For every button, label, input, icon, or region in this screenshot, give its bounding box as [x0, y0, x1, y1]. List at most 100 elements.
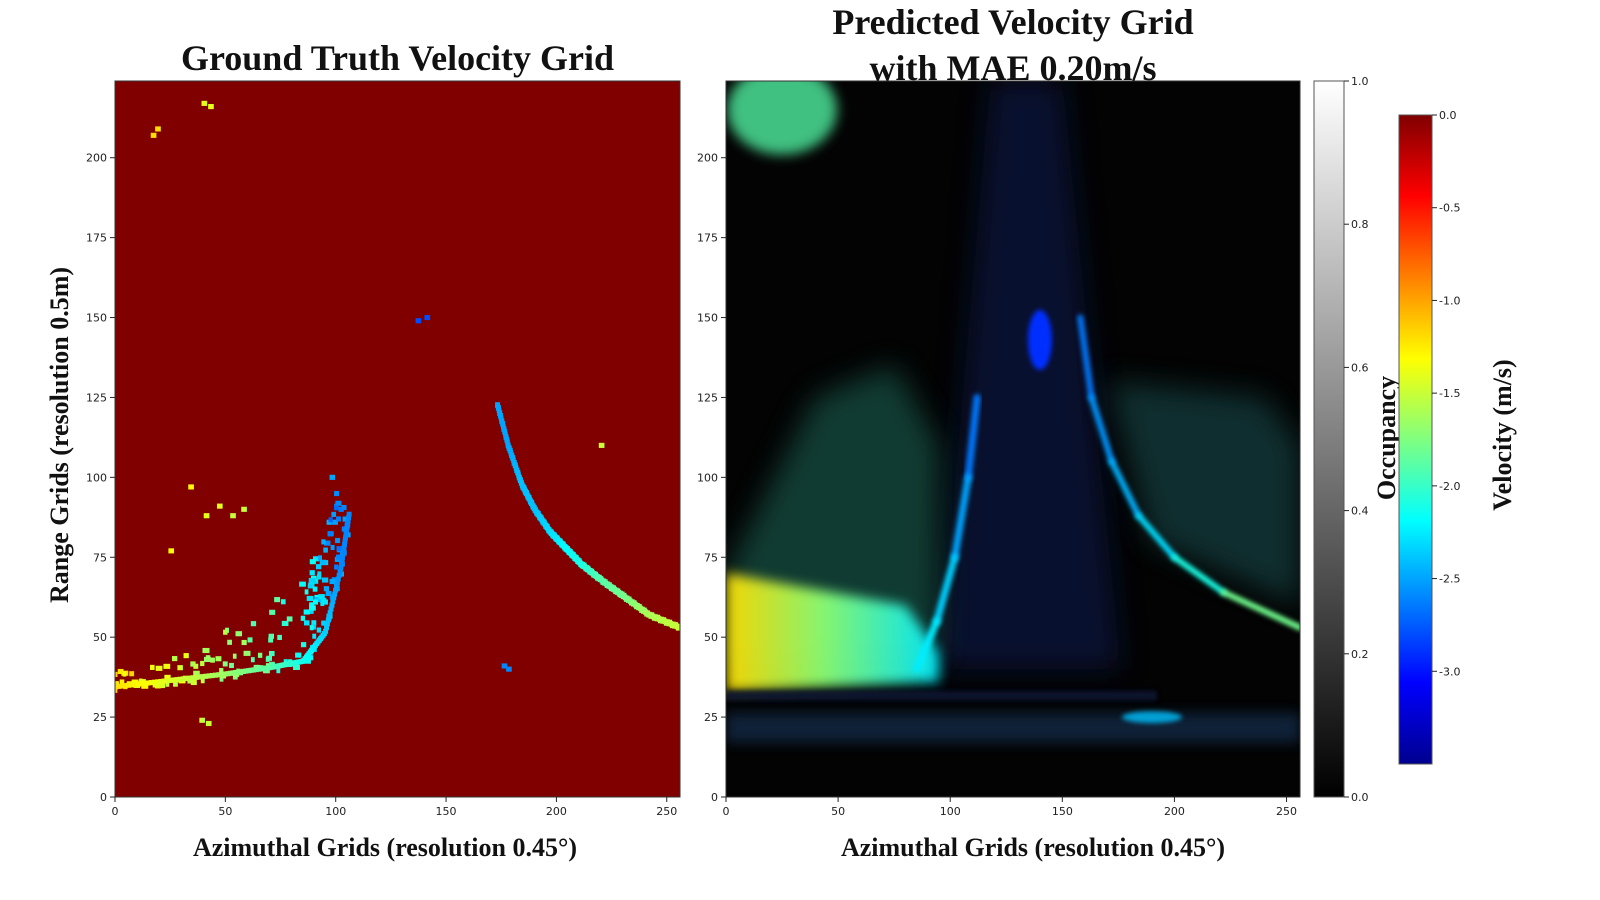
ground-truth-cluster-cell [309, 602, 315, 608]
ground-truth-cluster-cell [323, 547, 328, 553]
ground-truth-cluster-edge [344, 525, 350, 531]
right-x-tick-label: 50 [831, 805, 845, 818]
ground-truth-point [241, 506, 247, 512]
ground-truth-cluster-cell [312, 633, 317, 639]
ground-truth-cluster-cell [341, 504, 347, 511]
velocity-tick-label: -0.5 [1439, 202, 1460, 215]
ground-truth-cluster-edge [341, 548, 346, 554]
ground-truth-cluster-cell [321, 539, 326, 545]
occupancy-tick-label: 1.0 [1351, 75, 1369, 88]
ground-truth-cluster-edge [230, 670, 236, 676]
ground-truth-cluster-cell [321, 620, 328, 626]
ground-truth-cluster-cell [210, 657, 215, 663]
ground-truth-cluster-cell [276, 668, 281, 674]
ground-truth-cluster-edge [184, 675, 189, 682]
left-y-tick-label: 200 [86, 152, 107, 165]
ground-truth-cluster-edge [246, 668, 251, 674]
ground-truth-cluster-cell [330, 544, 335, 551]
ground-truth-cluster-edge [167, 677, 173, 683]
predicted-center-spot [1027, 309, 1052, 370]
ground-truth-cluster-cell [215, 656, 222, 662]
occupancy-tick-label: 0.4 [1351, 505, 1369, 518]
ground-truth-point [188, 484, 194, 490]
velocity-tick-label: -1.0 [1439, 294, 1460, 307]
ground-truth-cluster-cell [335, 537, 341, 544]
velocity-tick-label: -3.0 [1439, 665, 1460, 678]
predicted-right-arc [1108, 458, 1142, 519]
ground-truth-cluster-cell [250, 621, 257, 627]
left-x-tick-label: 150 [436, 805, 457, 818]
ground-truth-point [150, 132, 157, 138]
left-chart-title: Ground Truth Velocity Grid [180, 38, 615, 78]
ground-truth-cluster-cell [223, 629, 228, 635]
ground-truth-cluster-edge [177, 676, 183, 682]
ground-truth-cluster-cell [241, 639, 247, 646]
ground-truth-cluster-edge [342, 538, 348, 544]
right-y-tick-label: 200 [697, 152, 718, 165]
ground-truth-cluster-edge [193, 674, 199, 680]
ground-truth-cluster-cell [235, 631, 243, 637]
ground-truth-cluster-cell [281, 620, 289, 627]
ground-truth-point [230, 513, 236, 519]
occupancy-colorbar: 0.0 0.2 0.4 0.6 0.8 1.0 [1313, 75, 1369, 804]
predicted-right-haze [1107, 381, 1300, 606]
ground-truth-cluster-edge [261, 665, 267, 672]
left-y-tick-label: 125 [86, 391, 107, 404]
ground-truth-cluster-cell [303, 609, 310, 615]
predicted-left-arc [913, 617, 941, 673]
ground-truth-cluster-cell [312, 599, 318, 605]
ground-truth-cluster-edge [343, 535, 349, 541]
ground-truth-cluster-edge [148, 680, 154, 686]
ground-truth-cluster-edge [187, 675, 193, 681]
ground-truth-cluster-cell [192, 679, 197, 685]
ground-truth-point [598, 442, 605, 448]
ground-truth-cluster-cell [232, 674, 238, 680]
ground-truth-cluster-cell [342, 516, 348, 522]
left-x-axis-label: Azimuthal Grids (resolution 0.45°) [192, 833, 578, 862]
right-x-tick-label: 150 [1052, 805, 1073, 818]
ground-truth-cluster-cell [317, 571, 322, 577]
ground-truth-cluster-edge [324, 621, 330, 627]
ground-truth-cluster-cell [327, 531, 333, 537]
ground-truth-cluster-cell [332, 519, 338, 525]
ground-truth-cluster-cell [117, 668, 124, 675]
ground-truth-cluster-cell [316, 627, 321, 633]
ground-truth-cluster-cell [304, 658, 311, 664]
ground-truth-cluster-edge [225, 671, 231, 677]
ground-truth-cluster-cell [122, 671, 127, 677]
ground-truth-cluster-edge [233, 669, 239, 676]
ground-truth-point [168, 548, 175, 554]
occupancy-tick-label: 0.8 [1351, 218, 1369, 231]
ground-truth-cluster-cell [304, 589, 309, 595]
ground-truth-cluster-edge [333, 584, 339, 590]
ground-truth-cluster-cell [183, 653, 189, 659]
ground-truth-cluster-cell [219, 668, 224, 674]
ground-truth-cluster-cell [309, 605, 316, 611]
ground-truth-cluster-cell [315, 564, 322, 570]
predicted-upper-left-blob [727, 81, 838, 155]
ground-truth-cluster-cell [203, 656, 211, 663]
right-y-tick-label: 125 [697, 391, 718, 404]
ground-truth-cluster-edge [116, 683, 122, 689]
ground-truth-cluster-edge [346, 515, 352, 521]
ground-truth-cluster-edge [129, 682, 135, 688]
ground-truth-cluster-edge [346, 511, 352, 517]
ground-truth-cluster-cell [200, 660, 205, 667]
predicted-right-arc [1171, 554, 1227, 596]
ground-truth-cluster-edge [119, 683, 125, 689]
ground-truth-point [506, 666, 512, 672]
ground-truth-cluster-edge [126, 682, 132, 688]
ground-truth-point [329, 474, 336, 480]
ground-truth-cluster-edge [345, 521, 351, 527]
ground-truth-cluster-cell [229, 662, 234, 669]
ground-truth-heatmap: 0 50 100 150 200 250 0 25 50 75 100 125 150 175 200 [86, 80, 681, 818]
right-x-tick-label: 200 [1164, 805, 1185, 818]
ground-truth-cluster-edge [338, 565, 344, 571]
ground-truth-cluster-cell [336, 516, 341, 522]
ground-truth-cluster-cell [321, 599, 328, 605]
ground-truth-cluster-cell [309, 625, 314, 631]
ground-truth-point [205, 720, 212, 727]
ground-truth-cluster-cell [268, 637, 274, 643]
predicted-left-arc [951, 473, 972, 561]
